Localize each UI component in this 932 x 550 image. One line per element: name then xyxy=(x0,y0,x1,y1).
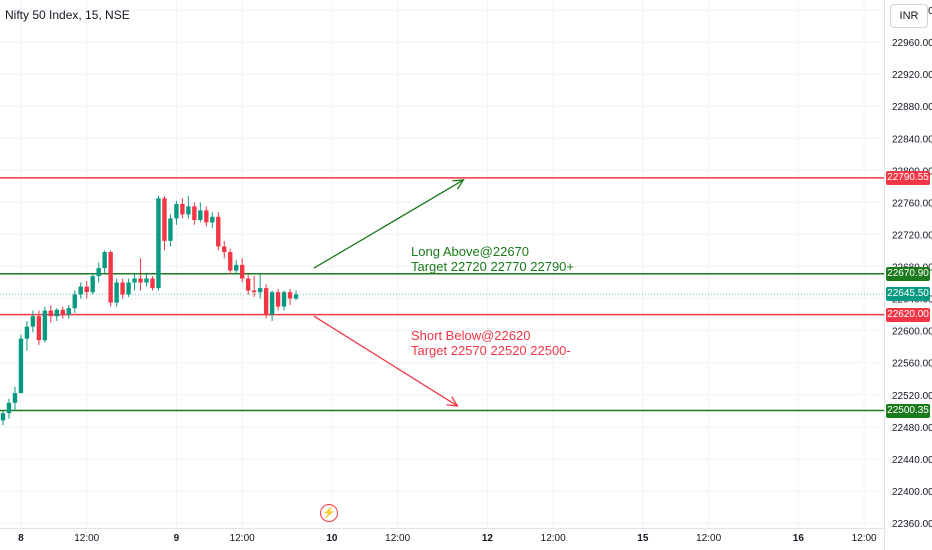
x-tick-label: 12 xyxy=(482,533,494,544)
candle-body[interactable] xyxy=(228,252,233,271)
chart-title: Nifty 50 Index, 15, NSE xyxy=(5,8,130,22)
candle-body[interactable] xyxy=(281,292,287,307)
x-tick-label: 15 xyxy=(637,533,649,544)
candle-body[interactable] xyxy=(18,338,24,394)
candle-body[interactable] xyxy=(6,402,12,414)
candle-body[interactable] xyxy=(180,203,185,215)
y-tick-label: 22440.00 xyxy=(892,455,932,466)
candle-body[interactable] xyxy=(275,292,281,307)
candle-body[interactable] xyxy=(30,316,36,327)
currency-button[interactable]: INR xyxy=(890,4,928,28)
candle-body[interactable] xyxy=(156,198,161,289)
short-annotation: Short Below@22620 Target 22570 22520 225… xyxy=(411,328,571,358)
candle-body[interactable] xyxy=(240,264,245,279)
y-tick-label: 22480.00 xyxy=(892,423,932,434)
x-tick-label: 12:00 xyxy=(230,533,255,544)
candle-body[interactable] xyxy=(192,206,197,221)
candle-body[interactable] xyxy=(222,246,227,253)
candle-body[interactable] xyxy=(60,309,65,315)
price-tag: 22670.90 xyxy=(886,266,930,281)
candle-body[interactable] xyxy=(150,278,155,289)
flash-icon[interactable]: ⚡ xyxy=(320,504,338,522)
candle-body[interactable] xyxy=(102,252,107,269)
candle-body[interactable] xyxy=(132,278,137,283)
candle-body[interactable] xyxy=(36,316,42,341)
candle-body[interactable] xyxy=(66,308,71,315)
x-tick-label: 12:00 xyxy=(74,533,99,544)
candle-body[interactable] xyxy=(287,292,293,299)
y-tick-label: 22560.00 xyxy=(892,359,932,370)
candle-body[interactable] xyxy=(251,290,257,293)
candle-body[interactable] xyxy=(257,288,263,293)
x-tick-label: 16 xyxy=(793,533,805,544)
long-annotation: Long Above@22670 Target 22720 22770 2279… xyxy=(411,244,574,274)
y-tick-label: 22880.00 xyxy=(892,102,932,113)
candle-body[interactable] xyxy=(263,288,269,315)
y-tick-label: 22960.00 xyxy=(892,38,932,49)
candle-body[interactable] xyxy=(114,282,119,303)
candle-body[interactable] xyxy=(204,210,209,223)
candle-body[interactable] xyxy=(24,326,30,339)
candle-body[interactable] xyxy=(269,292,275,315)
x-tick-label: 10 xyxy=(326,533,338,544)
candle-body[interactable] xyxy=(42,310,48,341)
price-tag: 22790.55 xyxy=(886,170,930,185)
y-tick-label: 22760.00 xyxy=(892,198,932,209)
candle-body[interactable] xyxy=(126,282,131,295)
price-tag: 22500.35 xyxy=(886,403,930,418)
candle-body[interactable] xyxy=(234,264,239,271)
candle-body[interactable] xyxy=(90,276,95,293)
long-arrow[interactable] xyxy=(313,179,464,269)
long-annotation-line1: Long Above@22670 xyxy=(411,244,530,259)
candle-body[interactable] xyxy=(174,203,179,219)
candle-body[interactable] xyxy=(48,310,54,317)
y-tick-label: 22600.00 xyxy=(892,327,932,338)
short-arrow[interactable] xyxy=(313,315,458,407)
candle-body[interactable] xyxy=(108,252,113,303)
candle-body[interactable] xyxy=(186,206,191,215)
candle-body[interactable] xyxy=(72,294,77,309)
candle-body[interactable] xyxy=(138,278,143,283)
candle-body[interactable] xyxy=(12,393,18,403)
price-tag: 22620.00 xyxy=(886,307,930,322)
long-arrow-head xyxy=(452,179,465,190)
y-tick-label: 22840.00 xyxy=(892,134,932,145)
y-tick-label: 22400.00 xyxy=(892,487,932,498)
x-tick-label: 12:00 xyxy=(696,533,721,544)
candle-body[interactable] xyxy=(120,282,125,295)
candle-body[interactable] xyxy=(96,268,101,277)
y-tick-label: 22720.00 xyxy=(892,230,932,241)
candle-body[interactable] xyxy=(78,286,83,295)
candle-body[interactable] xyxy=(293,294,299,299)
candle-body[interactable] xyxy=(198,210,203,221)
candle-body[interactable] xyxy=(245,278,251,291)
short-arrow-head xyxy=(446,396,459,407)
candle-body[interactable] xyxy=(216,216,221,247)
y-tick-label: 22360.00 xyxy=(892,519,932,530)
price-tag: 22645.50 xyxy=(886,287,930,302)
candle-body[interactable] xyxy=(162,198,167,241)
candle-body[interactable] xyxy=(144,278,149,283)
x-tick-label: 12:00 xyxy=(541,533,566,544)
x-tick-label: 12:00 xyxy=(385,533,410,544)
short-annotation-line2: Target 22570 22520 22500- xyxy=(411,343,571,358)
candle-body[interactable] xyxy=(210,216,215,223)
candle-body[interactable] xyxy=(168,218,173,241)
candle-body[interactable] xyxy=(84,286,89,293)
y-tick-label: 22920.00 xyxy=(892,70,932,81)
short-annotation-line1: Short Below@22620 xyxy=(411,328,531,343)
long-annotation-line2: Target 22720 22770 22790+ xyxy=(411,259,575,274)
candle-body[interactable] xyxy=(0,413,6,421)
x-tick-label: 9 xyxy=(174,533,180,544)
x-tick-label: 8 xyxy=(18,533,24,544)
y-tick-label: 22520.00 xyxy=(892,391,932,402)
x-tick-label: 12:00 xyxy=(852,533,877,544)
candle-body[interactable] xyxy=(54,309,60,317)
